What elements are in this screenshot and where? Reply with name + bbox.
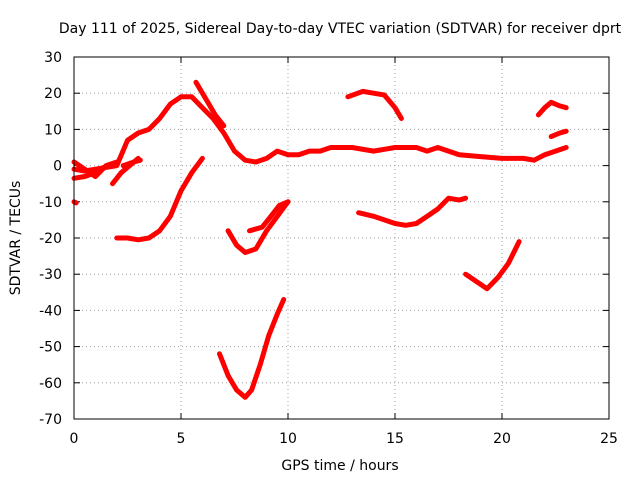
series-curve-c [247, 199, 291, 234]
y-tick-label: -30 [39, 267, 62, 283]
x-tick-label: 25 [600, 431, 618, 447]
grid-lines [74, 57, 609, 419]
y-tick-label: 10 [44, 122, 62, 138]
data-series [71, 79, 569, 400]
x-axis-ticks: 0 5 10 15 20 25 [70, 57, 618, 447]
series-early-dip [71, 159, 120, 179]
x-tick-label: 5 [177, 431, 186, 447]
series-bowl [356, 195, 469, 228]
y-tick-label: 0 [53, 159, 62, 175]
series-curve-a [114, 155, 205, 243]
series-main-track [71, 94, 569, 174]
x-tick-label: 10 [279, 431, 297, 447]
series-late-arc [535, 99, 569, 118]
y-tick-label: -60 [39, 376, 62, 392]
y-axis-label: SDTVAR / TECUs [8, 181, 24, 296]
y-tick-label: -50 [39, 340, 62, 356]
y-tick-label: 20 [44, 86, 62, 102]
series-curve-b [225, 199, 291, 255]
series-arc-top [345, 88, 404, 121]
series-steep-decline [193, 79, 227, 129]
plot-frame [73, 56, 610, 420]
y-tick-label: 30 [44, 50, 62, 66]
chart-title: Day 111 of 2025, Sidereal Day-to-day VTE… [59, 21, 622, 37]
y-axis-ticks: -70 -60 -50 -40 -30 -20 -10 0 10 20 30 [39, 50, 609, 428]
x-tick-label: 0 [70, 431, 79, 447]
y-tick-label: -40 [39, 303, 62, 319]
x-tick-label: 15 [386, 431, 404, 447]
series-late-stub [548, 128, 569, 140]
x-axis-label: GPS time / hours [281, 458, 398, 474]
y-tick-label: -10 [39, 195, 62, 211]
y-tick-label: -70 [39, 412, 62, 428]
series-late-v [463, 239, 522, 292]
y-tick-label: -20 [39, 231, 62, 247]
x-tick-label: 20 [493, 431, 511, 447]
series-early-stub [120, 157, 143, 169]
series-deep-v [217, 297, 287, 400]
series-early-flat [71, 170, 98, 181]
